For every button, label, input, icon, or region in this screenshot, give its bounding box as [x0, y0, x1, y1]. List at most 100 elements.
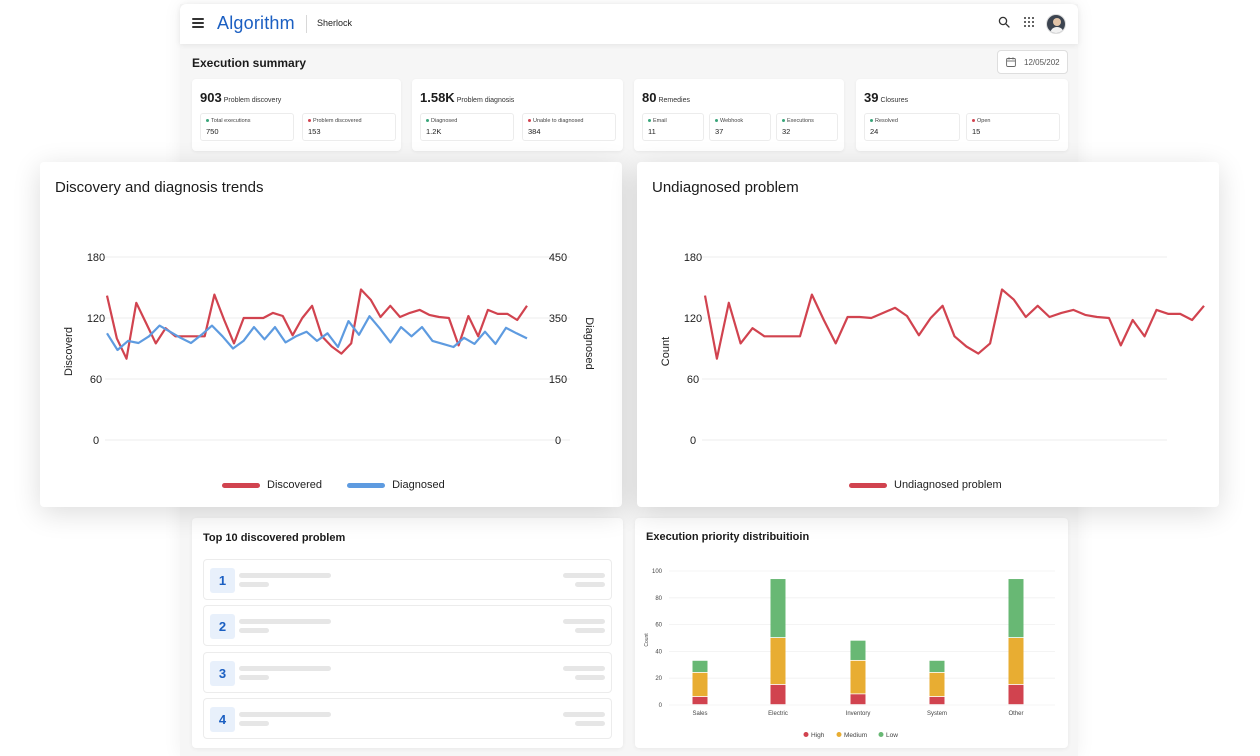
bar-segment-high[interactable]: [1008, 684, 1024, 705]
bar-segment-low[interactable]: [929, 660, 945, 673]
list-item[interactable]: 1: [203, 559, 612, 600]
kpi-sub-problem-discovered: Problem discovered 153: [302, 113, 396, 141]
x-tick-label: Other: [1008, 711, 1023, 717]
priority-bar-chart: 0 20 40 60 80 100 Count Sales Electric Inventory S…: [644, 569, 1055, 739]
kpi-sub-total-executions: Total executions 750: [200, 113, 294, 141]
y-tick-label: 60: [687, 374, 699, 386]
bar-segment-high[interactable]: [929, 696, 945, 705]
kpi-sub-label: Problem discovered: [313, 118, 362, 124]
bar-segment-medium[interactable]: [850, 660, 866, 694]
chart-legend: Discovered Diagnosed: [222, 479, 467, 491]
series-line-undiagnosed-problem[interactable]: [703, 288, 1205, 360]
legend-label[interactable]: High: [811, 732, 825, 739]
discovery-trends-card: Discovery and diagnosis trends 0 60 120 180…: [40, 162, 622, 507]
bar-segment-medium[interactable]: [692, 672, 708, 697]
bar-segment-low[interactable]: [850, 640, 866, 660]
date-picker-button[interactable]: 12/05/202: [997, 50, 1068, 74]
kpi-sub-executions: Executions 32: [776, 113, 838, 141]
kpi-sub-value: 153: [308, 127, 321, 136]
skeleton-line: [239, 619, 331, 624]
skeleton-line: [239, 721, 269, 726]
bar-segment-high[interactable]: [850, 694, 866, 705]
bar-segment-low[interactable]: [770, 579, 786, 638]
kpi-sub-label: Unable to diagnosed: [533, 118, 584, 124]
kpi-label: Problem discovery: [223, 97, 282, 104]
user-avatar[interactable]: [1046, 14, 1066, 34]
y-tick-label: 0: [690, 435, 696, 447]
kpi-card-problem-discovery: 903 Problem discovery Total executions 75…: [192, 79, 401, 151]
bar-segment-low[interactable]: [1008, 579, 1024, 638]
rank-number: 3: [210, 661, 235, 686]
bar-segment-low[interactable]: [692, 660, 708, 673]
skeleton-line: [575, 721, 605, 726]
y-tick-label: 180: [87, 252, 105, 264]
y-tick-label: 120: [87, 313, 105, 325]
x-tick-label: Inventory: [846, 711, 871, 717]
chart-legend: Undiagnosed problem: [849, 479, 1024, 491]
legend-label[interactable]: Low: [886, 732, 898, 739]
y2-tick-label: 150: [549, 374, 567, 386]
kpi-sub-value: 37: [715, 127, 724, 136]
legend-item-diagnosed[interactable]: Diagnosed: [347, 479, 445, 491]
y-tick-label: 60: [90, 374, 102, 386]
y-tick-label: 0: [93, 435, 99, 447]
status-dot: [528, 119, 531, 123]
kpi-label: Problem diagnosis: [456, 97, 515, 104]
y2-tick-label: 350: [549, 313, 567, 325]
kpi-card-remedies: 80 Remedies Email 11 Webhook 37 Execution…: [634, 79, 844, 151]
app-logo[interactable]: Algorithm: [217, 13, 295, 33]
card-title: Undiagnosed problem: [652, 179, 799, 196]
top-problems-card: Top 10 discovered problem 1 2 3 4: [192, 518, 623, 748]
bar-segment-high[interactable]: [770, 684, 786, 705]
workspace-name: Sherlock: [317, 18, 353, 28]
kpi-sub-diagnosed: Diagnosed 1.2K: [420, 113, 514, 141]
kpi-sub-value: 1.2K: [426, 127, 442, 136]
bar-segment-medium[interactable]: [1008, 638, 1024, 685]
legend-dot: [836, 732, 842, 737]
list-item[interactable]: 2: [203, 605, 612, 646]
kpi-sub-value: 24: [870, 127, 879, 136]
menu-icon[interactable]: [192, 18, 204, 28]
undiagnosed-card: Undiagnosed problem 0 60 120 180 Count Undia…: [637, 162, 1219, 507]
skeleton-line: [563, 666, 605, 671]
y2-axis-label: Diagnosed: [583, 317, 595, 370]
bar-segment-medium[interactable]: [770, 638, 786, 685]
card-title: Execution priority distribuitioin: [646, 531, 810, 543]
kpi-sub-label: Resolved: [875, 118, 898, 124]
legend-item-discovered[interactable]: Discovered: [222, 479, 322, 491]
skeleton-line: [239, 666, 331, 671]
series-line-discovered[interactable]: [105, 288, 528, 360]
series-line-diagnosed[interactable]: [106, 315, 528, 352]
priority-distribution-card: Execution priority distribuitioin 0 20 40 6…: [635, 518, 1068, 748]
skeleton-line: [239, 712, 331, 717]
list-item[interactable]: 3: [203, 652, 612, 693]
undiagnosed-line-chart: 0 60 120 180 Count: [660, 252, 1205, 447]
y-tick-label: 40: [655, 649, 662, 655]
dashboard-app: Algorithm Sherlock Execution summary 12/…: [180, 4, 1078, 756]
kpi-sub-resolved: Resolved 24: [864, 113, 960, 141]
calendar-icon: [1006, 57, 1016, 67]
legend-item-undiagnosed[interactable]: Undiagnosed problem: [849, 479, 1002, 491]
y-tick-label: 60: [655, 623, 662, 629]
bar-segment-high[interactable]: [692, 696, 708, 705]
kpi-value: 39: [864, 90, 879, 105]
status-dot: [206, 119, 209, 123]
skeleton-line: [239, 675, 269, 680]
section-title: Execution summary: [192, 56, 307, 70]
rank-number: 4: [210, 707, 235, 732]
legend-dot: [878, 732, 884, 737]
kpi-sub-value: 384: [528, 127, 541, 136]
list-item[interactable]: 4: [203, 698, 612, 739]
search-icon[interactable]: [998, 16, 1010, 28]
kpi-sub-value: 32: [782, 127, 791, 136]
status-dot: [782, 119, 785, 123]
apps-grid-icon[interactable]: [1023, 16, 1035, 28]
skeleton-line: [563, 573, 605, 578]
date-value: 12/05/202: [1024, 58, 1060, 67]
status-dot: [870, 119, 873, 123]
legend-label[interactable]: Medium: [844, 732, 867, 739]
y-tick-label: 100: [652, 569, 663, 575]
bar-segment-medium[interactable]: [929, 672, 945, 697]
kpi-sub-label: Diagnosed: [431, 118, 458, 124]
legend-dot: [803, 732, 809, 737]
